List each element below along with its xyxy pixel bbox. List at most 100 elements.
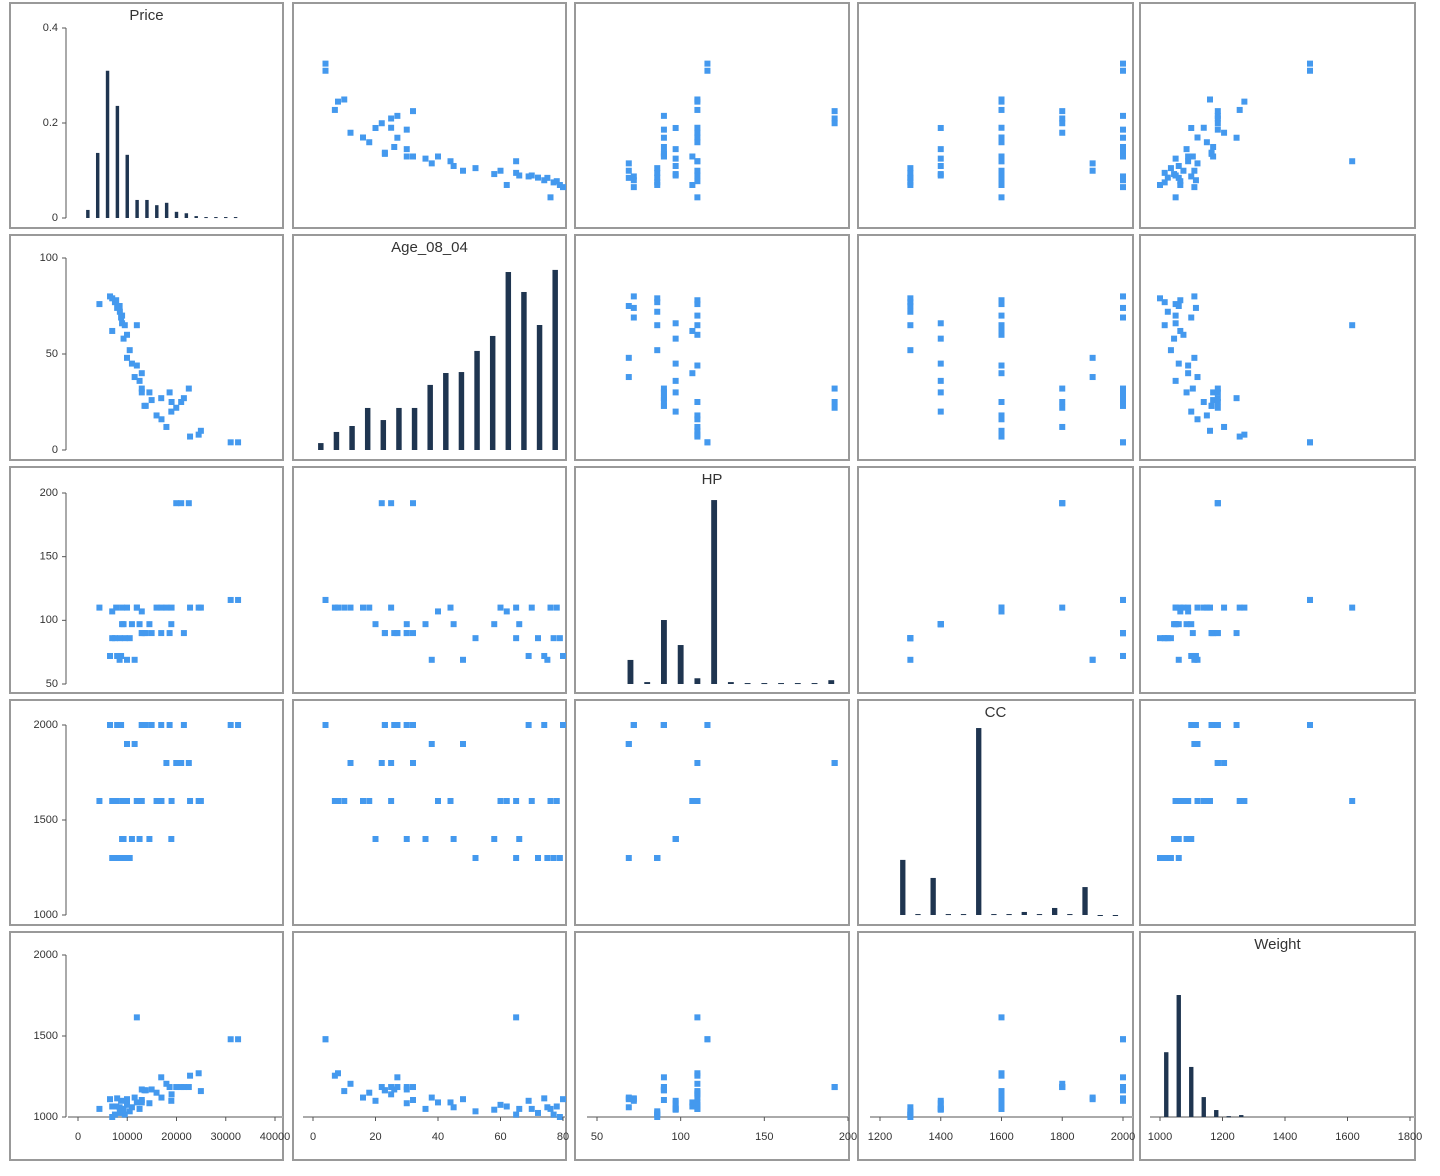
x-tick-label: 1400 [1273, 1131, 1297, 1143]
scatter-point [654, 295, 661, 302]
scatter-point [388, 1091, 395, 1098]
panel [292, 2, 567, 229]
scatter-point [403, 630, 410, 637]
histogram-title: Weight [1254, 936, 1301, 953]
scatter-point [528, 1105, 535, 1112]
scatter-point [1120, 177, 1126, 184]
scatter-point [1172, 172, 1179, 179]
scatter-point [131, 741, 138, 747]
scatter-point [107, 1096, 114, 1103]
scatter-point [513, 158, 520, 165]
histogram-bar [443, 373, 449, 450]
scatter-point [1059, 115, 1066, 122]
scatter-point [96, 604, 103, 611]
scatter-point [654, 347, 661, 354]
histogram-bar [115, 105, 120, 218]
scatter-point [447, 1099, 454, 1106]
histogram-bar [1067, 914, 1073, 916]
scatter-point [1167, 347, 1174, 354]
scatter-point [422, 836, 429, 842]
scatter-point [654, 165, 661, 172]
scatter-point [1188, 836, 1195, 842]
scatter-point [513, 855, 520, 861]
scatter-point [146, 621, 153, 628]
panel [9, 931, 284, 1161]
scatter-point [410, 108, 416, 115]
scatter-point [124, 331, 131, 338]
scatter-point [1185, 798, 1192, 804]
scatter-point [998, 301, 1005, 308]
scatter-point [158, 395, 165, 402]
scatter-point [541, 177, 548, 184]
scatter-point [1172, 377, 1179, 384]
scatter-point [1175, 621, 1182, 628]
histogram-bar [1097, 915, 1103, 916]
y-tick-label: 0.2 [43, 117, 58, 129]
scatter-point [388, 760, 395, 766]
scatter-point [998, 1099, 1005, 1106]
scatter-point [1236, 106, 1243, 113]
scatter-point [1175, 855, 1182, 861]
scatter-point [689, 327, 696, 334]
scatter-point [672, 146, 679, 153]
histogram-bar [333, 431, 340, 450]
scatter-point [630, 304, 637, 311]
scatter-point [1120, 439, 1126, 446]
histogram-bar [1239, 1115, 1244, 1117]
scatter-point [1177, 798, 1184, 804]
y-tick-label: 100 [40, 252, 58, 264]
scatter-point [672, 836, 679, 842]
scatter-point [388, 798, 395, 804]
scatter-point [544, 656, 551, 663]
histogram-title: HP [702, 471, 723, 488]
scatter-point [1177, 604, 1184, 611]
scatter-point [394, 722, 401, 728]
scatter-point [937, 377, 944, 384]
scatter-point [388, 124, 395, 131]
scatter-point [937, 408, 944, 415]
scatter-point [166, 1084, 173, 1091]
scatter-point [178, 399, 185, 405]
scatter-point [195, 798, 202, 804]
scatter-point [937, 389, 944, 396]
scatter-point [694, 167, 701, 174]
scatter-point [998, 327, 1005, 334]
scatter-point [907, 295, 914, 302]
x-tick-label: 1200 [868, 1131, 892, 1143]
histogram-bar [761, 683, 768, 685]
scatter-point [672, 389, 679, 396]
scatter-point [704, 439, 711, 446]
panel [1139, 931, 1416, 1161]
scatter-point [1059, 1084, 1066, 1091]
scatter-point [435, 798, 441, 804]
scatter-point [541, 1095, 548, 1102]
scatter-point [544, 174, 551, 181]
scatter-point [998, 106, 1005, 113]
x-tick-label: 40000 [260, 1131, 291, 1143]
scatter-point [1307, 722, 1313, 728]
scatter-point [1214, 760, 1221, 766]
scatter-point [403, 126, 410, 133]
scatter-point [107, 293, 114, 300]
scatter-point [491, 171, 498, 178]
scatter-point [450, 1104, 457, 1111]
scatter-point [556, 181, 563, 188]
scatter-point [118, 652, 125, 659]
scatter-point [660, 402, 667, 409]
scatter-point [173, 500, 180, 507]
scatter-point [1161, 179, 1168, 186]
scatter-point [694, 106, 701, 113]
scatter-point [654, 1114, 661, 1120]
scatter-point [1203, 604, 1210, 611]
y-tick-label: 0.4 [43, 22, 58, 34]
scatter-point [435, 1099, 441, 1106]
histogram-bar [194, 216, 198, 218]
scatter-point [1157, 855, 1163, 861]
scatter-point [1214, 722, 1221, 728]
scatter-point [410, 153, 416, 160]
scatter-point [1214, 115, 1221, 122]
scatter-point [1233, 722, 1240, 728]
scatter-point [694, 760, 701, 766]
scatter-point [1059, 129, 1066, 136]
scatter-point [158, 798, 165, 804]
